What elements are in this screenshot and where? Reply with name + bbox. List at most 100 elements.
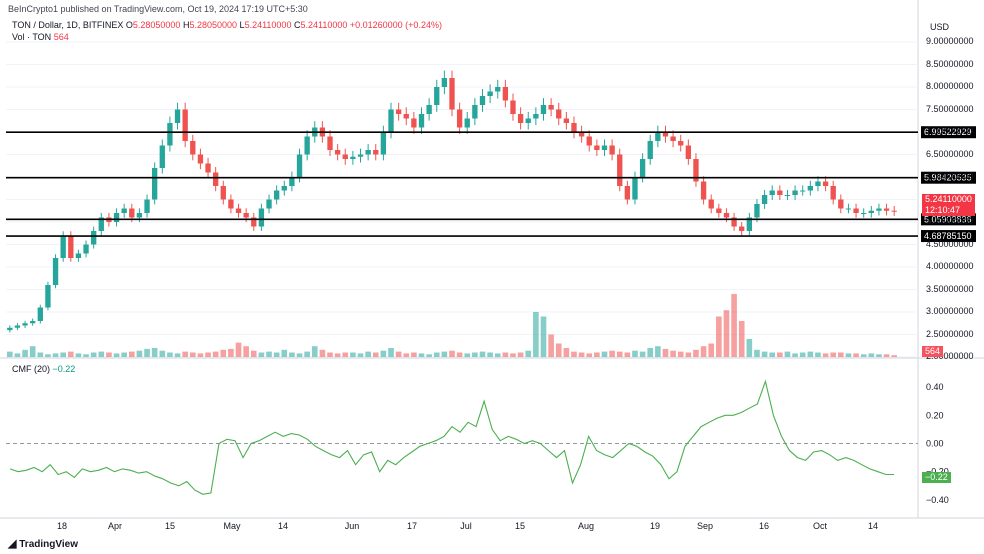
volume-bar xyxy=(472,352,478,357)
candle-body xyxy=(403,114,409,119)
price-tick-label: 2.50000000 xyxy=(926,328,974,339)
volume-bar xyxy=(716,316,722,357)
level-tag-label: 5.98420535 xyxy=(924,173,972,183)
candle-body xyxy=(578,132,585,137)
cmf-tick-label: 0.00 xyxy=(926,439,944,449)
candle-body xyxy=(98,217,104,231)
volume-bar xyxy=(60,352,66,357)
volume-bar xyxy=(632,350,638,357)
volume-bar xyxy=(167,352,173,357)
volume-bar xyxy=(601,351,608,357)
cmf-label[interactable]: CMF (20) xyxy=(12,364,50,374)
candle-body xyxy=(456,109,463,128)
candle-body xyxy=(60,235,66,258)
candle-body xyxy=(556,109,562,119)
volume-bar xyxy=(738,321,745,357)
volume-bar xyxy=(52,353,59,357)
candle-body xyxy=(380,132,387,155)
volume-bar xyxy=(327,352,333,357)
candle-body xyxy=(426,105,432,114)
candle-body xyxy=(350,156,356,159)
cmf-tick-label: 0.40 xyxy=(926,382,944,392)
candle-body xyxy=(685,145,692,159)
candle-body xyxy=(868,210,874,213)
volume-bar xyxy=(205,352,211,357)
candle-body xyxy=(228,199,234,209)
time-tick-label: Apr xyxy=(107,521,123,531)
time-tick-label: Jun xyxy=(344,521,360,531)
candle-body xyxy=(220,186,226,200)
candle-body xyxy=(411,118,417,128)
volume-bar xyxy=(860,354,867,357)
volume-bar xyxy=(90,352,97,357)
candle-body xyxy=(334,150,341,155)
price-tick-label: 5.00000000 xyxy=(926,216,974,226)
volume-bar xyxy=(655,346,661,357)
volume-bar xyxy=(22,349,28,357)
price-tick-label: 4.50000000 xyxy=(926,238,974,249)
volume-bar xyxy=(845,353,852,357)
volume-bar xyxy=(45,354,51,357)
candle-body xyxy=(700,181,707,200)
candle-body xyxy=(761,195,768,204)
volume-bar xyxy=(807,351,814,357)
candle-body xyxy=(75,253,82,258)
candle-body xyxy=(388,109,394,132)
volume-bar xyxy=(98,351,105,357)
volume-bar xyxy=(75,353,82,357)
volume-bar xyxy=(799,352,806,357)
volume-bar xyxy=(159,350,166,357)
candle-body xyxy=(151,168,158,200)
candle-body xyxy=(365,150,371,155)
tradingview-logo[interactable]: ◢ TradingView xyxy=(8,537,78,550)
candle-body xyxy=(197,154,204,164)
candle-body xyxy=(548,105,554,110)
low-value: 5.24110000 xyxy=(244,20,292,30)
candle-body xyxy=(281,186,287,191)
candle-body xyxy=(594,145,600,150)
candle-body xyxy=(617,154,623,186)
candle-body xyxy=(601,145,608,150)
candle-body xyxy=(746,217,753,231)
volume-bar xyxy=(266,351,272,357)
candle-body xyxy=(754,204,760,218)
candle-body xyxy=(807,186,813,191)
volume-bar xyxy=(853,353,859,357)
volume-bar xyxy=(456,352,463,357)
volume-bar xyxy=(723,310,730,357)
candle-body xyxy=(830,186,836,200)
candle-body xyxy=(136,213,143,218)
current-price-value: 5.24110000 xyxy=(925,194,972,204)
candle-body xyxy=(373,150,379,155)
time-tick-label: Sep xyxy=(696,521,714,531)
volume-bar xyxy=(182,351,188,357)
volume-bar xyxy=(83,354,89,357)
time-tick-label: Oct xyxy=(812,521,828,531)
symbol-name[interactable]: TON / Dollar, 1D, BITFINEX xyxy=(12,20,124,30)
volume-bar xyxy=(235,342,242,357)
volume-bar xyxy=(380,350,387,357)
price-tick-label: 6.50000000 xyxy=(926,148,974,159)
candle-body xyxy=(533,114,539,119)
cmf-tick-label: −0.20 xyxy=(926,467,949,477)
volume-bar xyxy=(29,346,36,357)
candle-body xyxy=(418,114,425,128)
candle-body xyxy=(434,87,440,105)
volume-bar xyxy=(777,352,783,357)
volume-bar xyxy=(639,351,646,357)
time-tick-label: Jul xyxy=(460,521,472,531)
volume-bar xyxy=(883,354,890,357)
volume-bar xyxy=(342,352,349,357)
volume-bar xyxy=(815,352,821,357)
price-tick-label: 3.50000000 xyxy=(926,283,974,294)
candle-body xyxy=(632,177,638,200)
price-tick-label: 7.00000000 xyxy=(926,126,974,136)
volume-bar xyxy=(586,353,593,357)
candle-body xyxy=(822,181,829,186)
volume-bar xyxy=(144,348,150,357)
volume-bar xyxy=(624,352,631,357)
volume-label[interactable]: Vol · TON xyxy=(12,32,52,42)
volume-bar xyxy=(37,352,44,357)
high-value: 5.28050000 xyxy=(189,20,238,30)
